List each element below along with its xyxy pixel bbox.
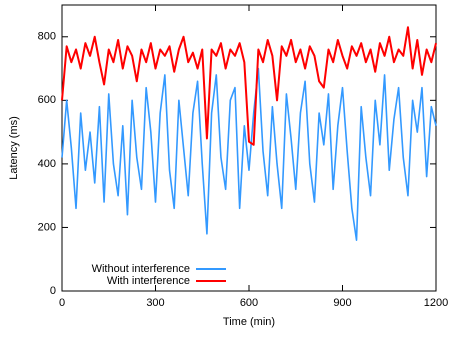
x-axis-label: Time (min): [223, 316, 275, 328]
y-tick-label: 600: [38, 94, 56, 106]
y-tick-label: 0: [50, 285, 56, 297]
y-axis-label: Latency (ms): [8, 116, 20, 180]
legend-label: Without interference: [92, 263, 190, 275]
x-tick-label: 900: [333, 297, 351, 309]
series-line: [61, 67, 437, 241]
x-tick-label: 300: [146, 297, 164, 309]
y-tick-label: 800: [38, 31, 56, 43]
legend-label: With interference: [107, 275, 190, 287]
x-tick-label: 1200: [424, 297, 448, 309]
y-tick-label: 200: [38, 221, 56, 233]
series-line: [61, 26, 437, 146]
y-tick-label: 400: [38, 158, 56, 170]
x-tick-label: 600: [240, 297, 258, 309]
x-tick-label: 0: [59, 297, 65, 309]
